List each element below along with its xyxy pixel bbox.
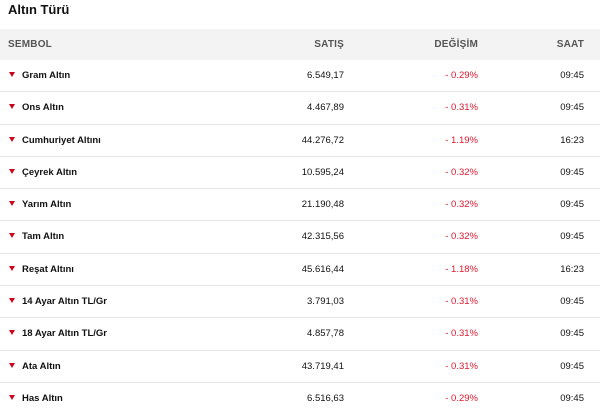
table-row[interactable]: Yarım Altın 21.190,48 - 0.32% 09:45 xyxy=(0,189,600,222)
column-header-price[interactable]: SATIŞ xyxy=(314,39,344,50)
symbol-name[interactable]: Ata Altın xyxy=(22,360,61,372)
down-arrow-icon xyxy=(9,265,15,271)
down-arrow-icon xyxy=(9,201,15,207)
symbol-name[interactable]: Ons Altın xyxy=(22,102,64,114)
change-value: - 1.19% xyxy=(445,134,478,146)
table-row[interactable]: 14 Ayar Altın TL/Gr 3.791,03 - 0.31% 09:… xyxy=(0,286,600,319)
time-value: 16:23 xyxy=(560,263,584,275)
price-value: 21.190,48 xyxy=(301,199,344,211)
time-value: 09:45 xyxy=(560,70,584,81)
change-value: - 0.29% xyxy=(445,70,478,81)
change-value: - 0.32% xyxy=(445,199,478,211)
down-arrow-icon xyxy=(9,362,15,368)
time-value: 09:45 xyxy=(560,296,584,308)
down-arrow-icon xyxy=(9,136,15,142)
time-value: 16:23 xyxy=(560,134,584,146)
table-row[interactable]: Has Altın 6.516,63 - 0.29% 09:45 xyxy=(0,383,600,412)
change-value: - 0.31% xyxy=(445,360,478,372)
price-value: 6.516,63 xyxy=(307,392,344,404)
symbol-name[interactable]: Cumhuriyet Altını xyxy=(22,134,101,146)
page-title: Altın Türü xyxy=(8,2,70,17)
column-header-change[interactable]: DEĞİŞİM xyxy=(434,39,478,50)
price-value: 4.467,89 xyxy=(307,102,344,114)
change-value: - 0.31% xyxy=(445,296,478,308)
down-arrow-icon xyxy=(9,168,15,174)
change-value: - 0.32% xyxy=(445,231,478,243)
time-value: 09:45 xyxy=(560,166,584,178)
time-value: 09:45 xyxy=(560,199,584,211)
table-row[interactable]: Çeyrek Altın 10.595,24 - 0.32% 09:45 xyxy=(0,157,600,190)
price-value: 42.315,56 xyxy=(301,231,344,243)
symbol-name[interactable]: Tam Altın xyxy=(22,231,65,243)
table-row[interactable]: Cumhuriyet Altını 44.276,72 - 1.19% 16:2… xyxy=(0,125,600,157)
price-value: 10.595,24 xyxy=(301,166,344,178)
time-value: 09:45 xyxy=(560,360,584,372)
symbol-name[interactable]: Reşat Altını xyxy=(22,263,74,275)
table-row[interactable]: Reşat Altını 45.616,44 - 1.18% 16:23 xyxy=(0,254,600,287)
symbol-name[interactable]: 14 Ayar Altın TL/Gr xyxy=(22,296,107,308)
symbol-name[interactable]: Yarım Altın xyxy=(22,199,72,211)
table-body: Gram Altın 6.549,17 - 0.29% 09:45 Ons Al… xyxy=(0,60,600,412)
down-arrow-icon xyxy=(9,233,15,239)
time-value: 09:45 xyxy=(560,102,584,114)
symbol-name[interactable]: Has Altın xyxy=(22,392,63,404)
table-row[interactable]: Tam Altın 42.315,56 - 0.32% 09:45 xyxy=(0,221,600,254)
price-value: 43.719,41 xyxy=(301,360,344,372)
price-value: 6.549,17 xyxy=(307,70,344,81)
column-header-symbol[interactable]: SEMBOL xyxy=(8,39,52,50)
change-value: - 1.18% xyxy=(445,263,478,275)
change-value: - 0.31% xyxy=(445,102,478,114)
time-value: 09:45 xyxy=(560,231,584,243)
price-value: 44.276,72 xyxy=(301,134,344,146)
change-value: - 0.32% xyxy=(445,166,478,178)
table-header: SEMBOL SATIŞ DEĞİŞİM SAAT xyxy=(0,29,600,60)
column-header-time[interactable]: SAAT xyxy=(556,39,584,50)
symbol-name[interactable]: 18 Ayar Altın TL/Gr xyxy=(22,328,107,340)
symbol-name[interactable]: Çeyrek Altın xyxy=(22,166,78,178)
symbol-name[interactable]: Gram Altın xyxy=(22,70,71,81)
down-arrow-icon xyxy=(9,298,15,304)
change-value: - 0.31% xyxy=(445,328,478,340)
time-value: 09:45 xyxy=(560,392,584,404)
price-value: 45.616,44 xyxy=(301,263,344,275)
price-value: 3.791,03 xyxy=(307,296,344,308)
down-arrow-icon xyxy=(9,104,15,110)
table-row[interactable]: Ons Altın 4.467,89 - 0.31% 09:45 xyxy=(0,92,600,125)
change-value: - 0.29% xyxy=(445,392,478,404)
down-arrow-icon xyxy=(9,72,15,77)
table-row[interactable]: Gram Altın 6.549,17 - 0.29% 09:45 xyxy=(0,60,600,93)
table-row[interactable]: Ata Altın 43.719,41 - 0.31% 09:45 xyxy=(0,351,600,383)
time-value: 09:45 xyxy=(560,328,584,340)
price-value: 4.857,78 xyxy=(307,328,344,340)
down-arrow-icon xyxy=(9,394,15,400)
table-row[interactable]: 18 Ayar Altın TL/Gr 4.857,78 - 0.31% 09:… xyxy=(0,318,600,351)
down-arrow-icon xyxy=(9,330,15,336)
